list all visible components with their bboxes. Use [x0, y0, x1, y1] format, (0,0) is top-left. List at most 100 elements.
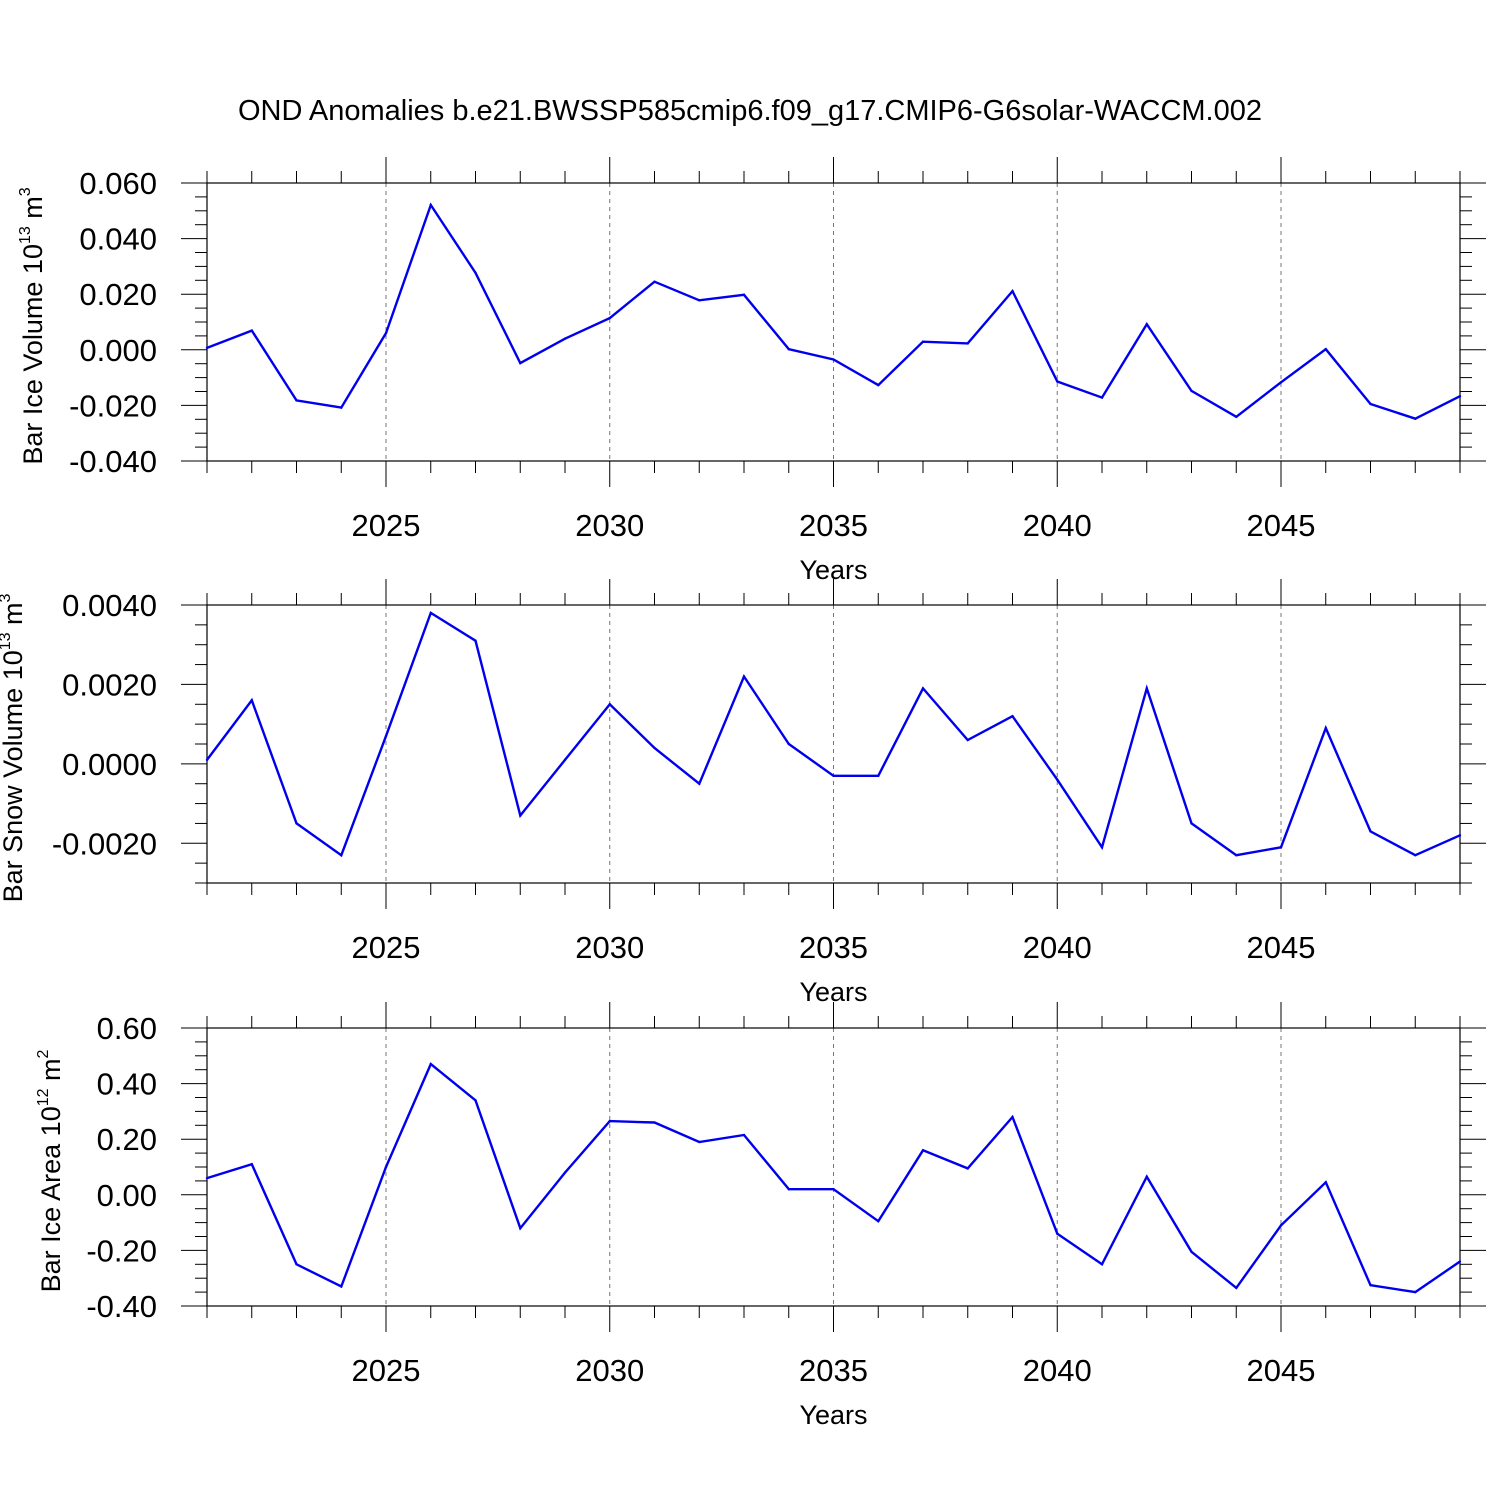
data-point-2034	[787, 1188, 790, 1191]
data-point-2022	[250, 1163, 253, 1166]
x-tick-label: 2040	[1023, 930, 1092, 965]
data-point-2028	[519, 1226, 522, 1230]
x-tick-label: 2045	[1247, 508, 1316, 543]
x-tick-label: 2040	[1023, 1353, 1092, 1388]
x-tick-label: 2025	[352, 508, 421, 543]
data-point-2029	[563, 758, 567, 762]
data-point-2032	[698, 299, 701, 302]
data-point-2047	[1369, 402, 1372, 406]
data-point-2038	[966, 738, 969, 742]
data-point-2027	[474, 1099, 477, 1102]
y-tick-label: 0.40	[97, 1067, 157, 1102]
figure-title: OND Anomalies b.e21.BWSSP585cmip6.f09_g1…	[238, 95, 1262, 127]
data-point-2043	[1190, 389, 1193, 393]
data-point-2047	[1369, 830, 1372, 833]
data-point-2033	[742, 675, 746, 678]
y-tick-label: 0.040	[79, 222, 157, 257]
data-point-2035	[832, 358, 835, 361]
y-axis-label: Bar Ice Volume 1013 m3	[17, 187, 48, 464]
data-point-2021	[205, 1176, 209, 1180]
data-point-2023	[295, 399, 298, 402]
data-point-2025	[384, 1165, 388, 1169]
x-tick-label: 2030	[575, 930, 644, 965]
data-point-2028	[519, 814, 522, 817]
x-axis-label: Years	[799, 1400, 867, 1430]
data-point-2039	[1011, 1115, 1014, 1119]
data-point-2024	[340, 854, 343, 857]
y-tick-label: 0.000	[79, 333, 157, 368]
y-tick-label: -0.0020	[52, 826, 157, 861]
data-point-2045	[1279, 1224, 1283, 1227]
data-point-2021	[205, 758, 209, 762]
data-point-2048	[1414, 854, 1417, 857]
data-point-2040	[1056, 778, 1059, 781]
y-tick-label: 0.0040	[62, 588, 157, 623]
data-point-2044	[1235, 1286, 1238, 1290]
data-point-2042	[1145, 323, 1148, 326]
data-point-2023	[295, 1263, 298, 1266]
data-point-2032	[698, 782, 701, 785]
y-tick-label: 0.020	[79, 277, 157, 312]
data-point-2049	[1458, 1260, 1462, 1263]
data-point-2035	[832, 1188, 835, 1191]
data-point-2026	[429, 611, 432, 615]
data-point-2032	[698, 1140, 701, 1144]
data-point-2048	[1414, 417, 1417, 420]
data-point-2036	[877, 383, 880, 387]
data-point-2029	[563, 1171, 567, 1174]
y-tick-label: 0.060	[79, 166, 157, 201]
data-point-2046	[1324, 1181, 1327, 1184]
data-point-2038	[966, 342, 969, 345]
panel-1: 2025 2030 2035 2040 2045 -0.040 -0.020 0.000 0.0…	[17, 157, 1486, 585]
data-point-2030	[608, 1119, 611, 1123]
chart-panels: 2025 2030 2035 2040 2045 -0.040 -0.020 0.000 0.0…	[0, 157, 1486, 1430]
x-tick-label: 2025	[352, 930, 421, 965]
data-point-2036	[877, 1220, 880, 1223]
y-tick-label: -0.40	[86, 1289, 157, 1324]
data-point-2041	[1100, 1263, 1104, 1266]
data-point-2031	[653, 1121, 656, 1124]
data-point-2021	[205, 346, 209, 350]
y-tick-label: 0.0000	[62, 747, 157, 782]
data-point-2029	[563, 337, 567, 340]
panel-3: 2025 2030 2035 2040 2045 -0.40 -0.20 0.00 0.20 0.…	[35, 1002, 1486, 1430]
data-point-2044	[1235, 415, 1238, 418]
data-point-2046	[1324, 348, 1327, 351]
x-tick-label: 2035	[799, 508, 868, 543]
data-point-2035	[832, 774, 835, 777]
y-tick-label: 0.00	[97, 1178, 157, 1213]
x-tick-label: 2045	[1247, 1353, 1316, 1388]
data-point-2037	[921, 340, 925, 343]
data-point-2039	[1011, 289, 1014, 293]
data-point-2040	[1056, 380, 1059, 383]
data-point-2049	[1458, 834, 1462, 837]
x-tick-label: 2035	[799, 930, 868, 965]
data-point-2049	[1458, 395, 1462, 398]
series-line	[206, 1062, 1461, 1294]
data-point-2027	[474, 639, 477, 642]
data-point-2042	[1145, 1175, 1148, 1178]
data-point-2025	[384, 331, 388, 335]
data-point-2045	[1279, 381, 1283, 384]
x-tick-label: 2030	[575, 508, 644, 543]
data-point-2038	[966, 1167, 969, 1170]
data-point-2031	[653, 746, 656, 750]
y-tick-label: 0.60	[97, 1011, 157, 1046]
data-point-2046	[1324, 726, 1327, 730]
data-point-2048	[1414, 1290, 1417, 1294]
y-tick-label: -0.020	[69, 388, 157, 423]
data-point-2026	[429, 203, 432, 207]
data-point-2043	[1190, 1250, 1193, 1253]
data-point-2034	[787, 348, 790, 351]
data-point-2024	[340, 1285, 343, 1288]
data-point-2031	[653, 280, 656, 283]
panel-2: 2025 2030 2035 2040 2045 -0.0020 0.0000 0.0020 0…	[0, 579, 1486, 1007]
data-point-2040	[1056, 1232, 1059, 1235]
y-tick-label: -0.20	[86, 1233, 157, 1268]
x-tick-label: 2025	[352, 1353, 421, 1388]
data-point-2030	[608, 316, 611, 320]
data-point-2030	[608, 703, 611, 706]
y-axis-label: Bar Snow Volume 1013 m3	[0, 593, 28, 902]
data-point-2041	[1100, 846, 1104, 849]
data-point-2036	[877, 774, 880, 777]
